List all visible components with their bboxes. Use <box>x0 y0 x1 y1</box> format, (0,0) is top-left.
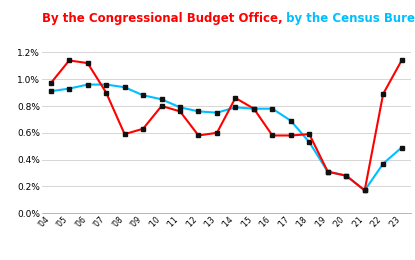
Text: by the Census Bureau: by the Census Bureau <box>282 12 415 25</box>
Text: By the Congressional Budget Office,: By the Congressional Budget Office, <box>42 12 282 25</box>
